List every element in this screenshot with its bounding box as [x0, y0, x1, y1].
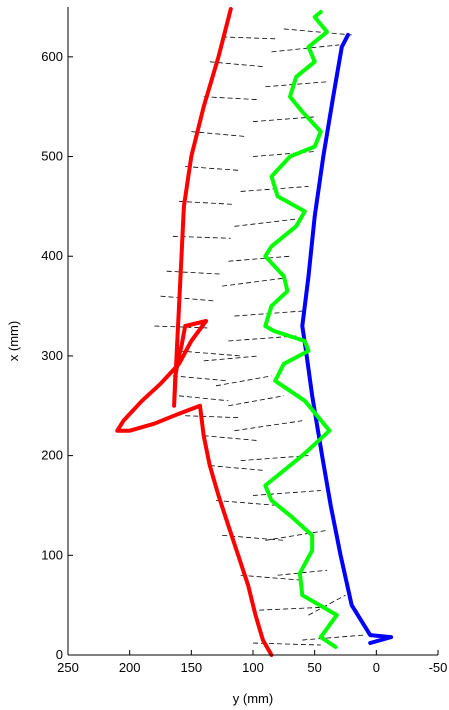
- series-blue: [300, 32, 394, 645]
- x-tick-label: 0: [373, 660, 380, 675]
- x-tick-label: 250: [57, 660, 79, 675]
- dashed-link: [222, 277, 284, 287]
- dashed-link: [265, 81, 328, 88]
- dashed-link: [252, 490, 321, 496]
- x-tick-label: -50: [429, 660, 448, 675]
- dashed-link: [203, 96, 260, 101]
- dashed-link: [203, 435, 260, 442]
- dashed-link: [178, 350, 241, 357]
- dashed-link: [203, 355, 260, 362]
- dashed-link: [209, 465, 266, 471]
- series-layer: [115, 7, 394, 657]
- dashed-link: [283, 28, 352, 36]
- dashed-link: [234, 420, 303, 432]
- dashed-link: [191, 131, 247, 137]
- dashed-link: [178, 201, 235, 205]
- dashed-link: [209, 61, 266, 68]
- dashed-link: [265, 529, 328, 541]
- dashed-link: [222, 36, 278, 40]
- y-tick-label: 500: [41, 149, 63, 164]
- dashed-links: [154, 28, 365, 646]
- y-tick-label: 400: [41, 248, 63, 263]
- dashed-link: [240, 455, 309, 461]
- y-axis-label: x (mm): [6, 321, 21, 361]
- dashed-link: [154, 325, 210, 329]
- series-green: [263, 10, 339, 649]
- y-tick-label: 600: [41, 49, 63, 64]
- dashed-link: [185, 166, 241, 171]
- x-tick-label: 50: [307, 660, 321, 675]
- x-tick-label: 100: [242, 660, 264, 675]
- dashed-link: [228, 335, 297, 342]
- y-tick-label: 300: [41, 348, 63, 363]
- dashed-link: [185, 415, 241, 419]
- y-tick-label: 100: [41, 547, 63, 562]
- dashed-link: [166, 270, 223, 275]
- dashed-link: [252, 116, 318, 123]
- dashed-link: [240, 574, 303, 581]
- plot-area: [68, 7, 438, 655]
- dashed-link: [271, 44, 340, 53]
- x-tick-label: 200: [119, 660, 141, 675]
- x-axis-label: y (mm): [233, 691, 273, 706]
- series-red: [115, 7, 274, 657]
- dashed-link: [172, 375, 229, 382]
- dashed-link: [228, 395, 284, 407]
- dashed-link: [178, 395, 229, 402]
- dashed-link: [302, 634, 365, 641]
- dashed-link: [308, 594, 346, 616]
- x-tick-label: 150: [180, 660, 202, 675]
- dashed-link: [215, 500, 278, 506]
- dashed-link: [234, 217, 303, 227]
- dashed-link: [228, 255, 291, 262]
- dashed-link: [259, 606, 328, 611]
- y-tick-label: 0: [56, 647, 63, 662]
- y-tick-label: 200: [41, 448, 63, 463]
- dashed-link: [160, 295, 217, 302]
- dashed-link: [215, 375, 272, 387]
